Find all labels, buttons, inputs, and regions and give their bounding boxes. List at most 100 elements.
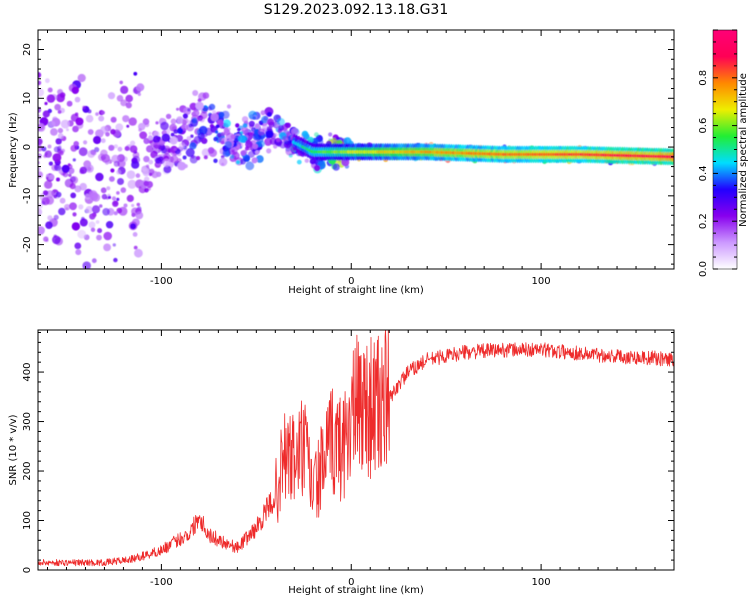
spectrogram-cell <box>146 145 154 153</box>
spectrogram-cell <box>165 113 172 120</box>
spectrogram-cell <box>123 203 128 208</box>
spectrogram-cell <box>110 168 115 173</box>
spectrogram-heatmap <box>38 71 674 269</box>
spectrogram-cell <box>45 221 53 229</box>
spectrogram-cell <box>139 131 148 140</box>
spectrogram-cell <box>38 72 42 78</box>
spectrogram-cell <box>41 200 46 205</box>
spectrogram-cell <box>55 191 62 198</box>
spectrogram-cell <box>52 153 62 163</box>
spectrogram-cell <box>197 98 202 103</box>
spectrogram-cell <box>109 176 115 182</box>
spectrogram-cell <box>44 180 53 189</box>
spectrogram-cell <box>154 157 162 164</box>
spectrogram-cell <box>252 143 258 150</box>
spectrogram-cell <box>91 150 97 156</box>
spectrogram-cell <box>148 159 154 165</box>
spectrogram-cell <box>142 168 150 177</box>
spectrogram-cell <box>301 130 309 138</box>
spectrogram-cell <box>70 192 77 199</box>
spectrogram-cell <box>285 122 291 128</box>
spectrogram-cell <box>96 234 102 241</box>
spectrogram-cell <box>226 104 232 109</box>
spectrogram-cell <box>120 187 127 193</box>
spectrogram-cell <box>255 155 264 163</box>
spectrogram-cell <box>208 103 216 111</box>
spectrogram-cell <box>144 188 149 193</box>
spectrogram-cell <box>62 171 69 178</box>
spectrogram-cell <box>133 71 138 76</box>
spectrogram-cell <box>249 132 253 136</box>
spectrogram-cell <box>74 185 82 193</box>
spectrogram-cell <box>266 126 273 132</box>
spectrogram-cell <box>187 120 192 125</box>
spectrogram-cell <box>87 109 92 114</box>
spectrogram-cell <box>177 161 187 171</box>
spectrogram-cell <box>68 173 72 177</box>
spectrogram-cell <box>42 190 49 196</box>
spectrogram-cell <box>116 95 124 102</box>
spectrogram-cell <box>113 160 120 167</box>
spectrogram-cell <box>47 176 52 181</box>
spectrogram-cell <box>192 90 199 96</box>
spectrogram-cell <box>258 128 265 136</box>
spectrogram-cell <box>173 147 177 151</box>
spectrogram-cell <box>135 211 144 220</box>
spectrogram-cell <box>282 135 289 143</box>
spectrogram-cell <box>105 221 114 229</box>
spectrogram-cell <box>195 101 204 111</box>
colorbar-ticks: 0.0 0.2 0.4 0.6 0.8 <box>698 29 737 277</box>
spectrogram-cell <box>136 202 141 207</box>
colorbar-tick-label: 0.0 <box>698 261 709 277</box>
spectrogram-cell <box>59 92 66 98</box>
spectrogram-cell <box>41 146 47 152</box>
spectrogram-cell <box>57 133 64 139</box>
spectrogram-cell <box>38 123 46 132</box>
spectrogram-cell <box>71 86 80 95</box>
spectrogram-y-tick-label: -20 <box>22 236 33 252</box>
spectrogram-cell <box>213 136 218 142</box>
spectrogram-cell <box>182 113 188 119</box>
spectrogram-cell <box>222 119 231 128</box>
spectrogram-cell <box>98 204 103 208</box>
spectrogram-cell <box>101 110 105 115</box>
snr-series-line <box>38 330 674 567</box>
spectrogram-cell <box>152 135 161 144</box>
spectrogram-cell <box>38 226 45 235</box>
spectrogram-cell <box>87 129 94 135</box>
spectrogram-cell <box>215 124 220 129</box>
spectrogram-cell <box>291 127 299 136</box>
figure-title: S129.2023.092.13.18.G31 <box>264 2 449 18</box>
spectrogram-cell <box>248 120 255 127</box>
spectrogram-cell <box>69 183 76 190</box>
spectrogram-cell <box>126 124 130 128</box>
spectrogram-cell <box>107 92 116 100</box>
spectrogram-cell <box>97 228 103 234</box>
spectrogram-cell <box>78 204 84 210</box>
spectrogram-x-label: Height of straight line (km) <box>288 285 424 296</box>
spectrogram-cell <box>267 118 275 126</box>
spectrogram-cell <box>197 132 205 140</box>
snr-y-label: SNR (10 * v/v) <box>8 414 19 485</box>
spectrogram-cell <box>313 165 321 172</box>
spectrogram-cell <box>82 261 91 269</box>
spectrogram-cell <box>58 207 66 216</box>
spectrogram-cell <box>239 131 244 135</box>
spectrogram-cell <box>100 149 108 157</box>
spectrogram-cell <box>44 101 48 106</box>
spectrogram-cell <box>343 137 352 146</box>
spectrogram-y-tick-label: 10 <box>22 92 33 105</box>
spectrogram-cell <box>176 127 184 134</box>
spectrogram-cell <box>116 191 120 195</box>
spectrogram-cell <box>245 140 253 148</box>
spectrogram-cell <box>200 111 208 119</box>
spectrogram-cell <box>162 158 171 168</box>
spectrogram-cell <box>38 153 42 159</box>
spectrogram-cell <box>100 187 107 194</box>
spectrogram-cell <box>88 190 98 199</box>
spectrogram-cell <box>47 144 52 149</box>
spectrogram-cell <box>148 131 152 135</box>
spectrogram-cell <box>101 193 108 200</box>
